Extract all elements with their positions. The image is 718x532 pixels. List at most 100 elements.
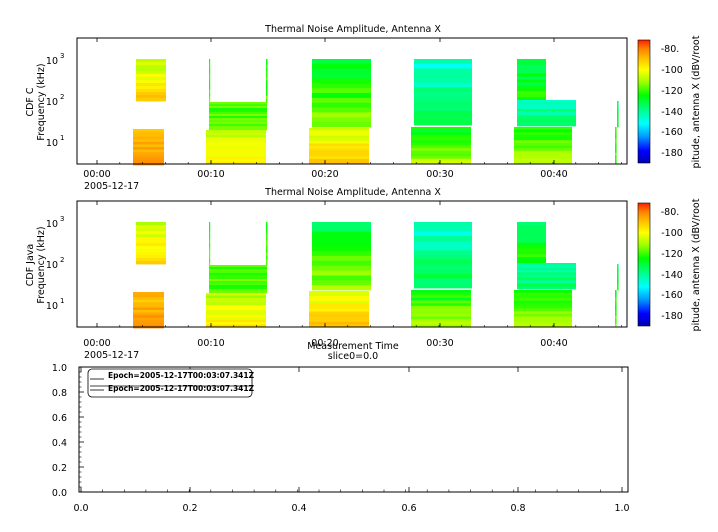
spectrogram-cell: [517, 88, 546, 92]
spectrogram-cell: [517, 64, 546, 69]
spectrogram-cell: [517, 82, 546, 86]
spectrogram-cell: [517, 266, 576, 269]
spectrogram-cell: [209, 112, 267, 115]
panel1-ytick-label: 10: [46, 97, 58, 108]
spectrogram-cell: [514, 134, 572, 138]
spectrogram-cell: [615, 302, 617, 306]
panel2-ytick-label: 10: [46, 260, 58, 271]
spectrogram-cell: [206, 154, 266, 158]
spectrogram-cell: [133, 292, 164, 295]
spectrogram-cell: [411, 308, 471, 312]
spectrogram-cell: [615, 160, 617, 164]
spectrogram-cell: [133, 154, 164, 158]
spectrogram-cell: [414, 87, 472, 93]
spectrogram-cell: [411, 290, 471, 294]
spectrogram-cell: [617, 121, 619, 124]
spectrogram-cell: [133, 317, 164, 321]
spectrogram-cell: [411, 303, 471, 307]
spectrogram-cell: [209, 225, 211, 229]
spectrogram-cell: [206, 139, 266, 143]
spectrogram-cell: [514, 148, 572, 152]
spectrogram-cell: [517, 105, 576, 108]
spectrogram-cell: [517, 272, 576, 275]
spectrogram-cell: [133, 149, 164, 153]
spectrogram-cell: [517, 118, 576, 121]
panel3-ticks: [79, 366, 623, 493]
spectrogram-cell: [414, 236, 472, 242]
spectrogram-cell: [206, 300, 266, 304]
spectrogram-cell: [309, 158, 369, 162]
spectrogram-cell: [206, 132, 266, 136]
spectrogram-cell: [617, 102, 619, 106]
spectrogram-cell: [517, 91, 546, 95]
panel-cdf-java: Thermal Noise Amplitude, Antenna X CDF J…: [25, 187, 702, 361]
spectrogram-cell: [411, 137, 471, 141]
panel3-legend: Epoch=2005-12-17T00:03:07.341Z Epoch=200…: [87, 368, 255, 398]
spectrogram-cell: [136, 74, 166, 78]
spectrogram-cell: [309, 314, 369, 318]
spectrogram-cell: [209, 240, 211, 244]
spectrogram-cell: [309, 311, 369, 315]
spectrogram-cell: [209, 110, 267, 113]
spectrogram-cell: [414, 259, 472, 265]
spectrogram-cell: [309, 293, 369, 297]
spectrogram-cell: [517, 264, 576, 268]
spectrogram-cell: [209, 128, 267, 131]
panel1-ytick-exponent: 1: [60, 134, 64, 142]
spectrogram-cell: [517, 224, 546, 229]
panel-slice: slice0=0.0 1.0 0.8 0.6 0.4 0.2 0.0 0.0 0…: [52, 351, 630, 514]
spectrogram-cell: [517, 230, 546, 235]
spectrogram-cell: [517, 276, 576, 279]
spectrogram-cell: [517, 227, 546, 232]
spectrogram-cell: [209, 265, 267, 268]
spectrogram-cell: [411, 150, 471, 154]
spectrogram-cell: [136, 261, 166, 265]
spectrogram-cell: [136, 89, 166, 93]
spectrogram-cell: [411, 324, 471, 328]
spectrogram-cell: [517, 281, 576, 284]
spectrogram-cell: [615, 318, 617, 322]
panel1-xtick-label: 00:20: [311, 169, 338, 180]
spectrogram-cell: [517, 222, 546, 226]
spectrogram-cell: [615, 300, 617, 304]
spectrogram-cell: [411, 158, 471, 162]
spectrogram-cell: [309, 301, 369, 305]
panel1-xtick-label: 00:10: [197, 169, 224, 180]
spectrogram-cell: [617, 267, 619, 270]
spectrogram-cell: [266, 237, 268, 241]
spectrogram-cell: [414, 273, 472, 279]
spectrogram-cell: [615, 127, 617, 130]
panel3-xtick-label: 1.0: [614, 503, 629, 514]
spectrogram-cell: [414, 250, 472, 256]
spectrogram-cell: [517, 94, 546, 98]
spectrogram-cell: [136, 240, 166, 244]
panel1-xtick-label: 00:30: [426, 169, 453, 180]
spectrogram-cell: [136, 243, 166, 247]
spectrogram-cell: [312, 226, 371, 233]
spectrogram-cell: [209, 261, 211, 266]
spectrogram-cell: [414, 278, 472, 284]
spectrogram-cell: [411, 140, 471, 144]
spectrogram-cell: [136, 65, 166, 69]
panel3-ytick-label: 0.0: [52, 488, 67, 499]
panel2-ytick-label: 10: [46, 219, 58, 230]
spectrogram-cell: [514, 140, 572, 144]
panel2-cbar-tick: -180: [661, 311, 683, 322]
spectrogram-cell: [206, 317, 266, 321]
spectrogram-cell: [266, 98, 268, 103]
spectrogram-cell: [411, 305, 471, 309]
spectrogram-cell: [514, 295, 572, 299]
panel1-ytick-label: 10: [46, 138, 58, 149]
spectrogram-cell: [517, 283, 576, 286]
spectrogram-cell: [517, 114, 576, 118]
panel2-spectrogram: [96, 201, 622, 329]
spectrogram-cell: [209, 89, 211, 94]
spectrogram-cell: [411, 156, 471, 160]
spectrogram-cell: [411, 145, 471, 149]
spectrogram-cell: [517, 236, 546, 240]
spectrogram-cell: [514, 305, 572, 309]
spectrogram-cell: [517, 59, 546, 63]
spectrogram-cell: [206, 297, 266, 301]
spectrogram-cell: [209, 228, 211, 232]
spectrogram-cell: [309, 324, 369, 328]
